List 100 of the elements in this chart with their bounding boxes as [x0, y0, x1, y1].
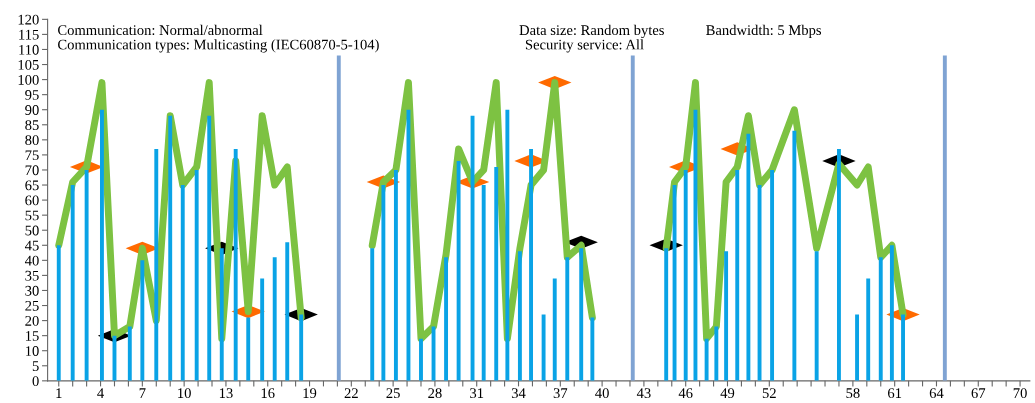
- x-tick-label: 52: [762, 388, 776, 399]
- y-tick-label: 0: [32, 376, 39, 387]
- bar: [866, 278, 871, 381]
- x-tick-label: 16: [261, 388, 275, 399]
- x-tick-label: 13: [219, 388, 233, 399]
- x-tick-label: 4: [97, 388, 104, 398]
- x-tick-label: 37: [553, 388, 568, 399]
- bar: [456, 160, 461, 381]
- y-tick-label: 10: [25, 346, 39, 356]
- x-tick-label: 64: [929, 388, 944, 399]
- y-tick-label: 95: [25, 90, 39, 100]
- x-tick-label: 43: [636, 388, 651, 399]
- bar: [381, 185, 386, 381]
- bar: [505, 109, 510, 381]
- bar: [565, 257, 570, 381]
- x-tick-label: 28: [428, 388, 442, 399]
- bar: [683, 169, 688, 381]
- bar: [154, 148, 159, 381]
- bar: [127, 326, 132, 381]
- y-tick-label: 100: [18, 74, 39, 85]
- y-tick-label: 75: [25, 150, 39, 161]
- bar: [481, 185, 486, 381]
- bar: [219, 248, 224, 381]
- bar: [370, 248, 375, 381]
- y-tick-label: 20: [25, 315, 39, 326]
- x-tick-label: 40: [595, 388, 609, 399]
- y-tick-label: 50: [25, 225, 39, 236]
- bar: [552, 278, 557, 381]
- x-tick-label: 70: [1013, 388, 1027, 399]
- x-tick-label: 19: [303, 388, 317, 399]
- bar: [770, 169, 775, 381]
- bar: [99, 109, 104, 381]
- bar: [517, 251, 522, 381]
- bar: [419, 338, 423, 381]
- bar: [336, 55, 341, 381]
- y-tick-label: 5: [32, 361, 39, 371]
- bar: [299, 314, 304, 381]
- bar: [855, 314, 860, 381]
- y-tick-label: 70: [25, 165, 39, 176]
- x-tick-label: 31: [470, 388, 484, 399]
- bar: [56, 245, 61, 381]
- x-tick-label: 22: [344, 388, 358, 398]
- x-tick-label: 61: [888, 388, 902, 399]
- x-tick-label: 1: [56, 388, 62, 398]
- bar: [814, 251, 819, 381]
- x-tick-label: 58: [846, 388, 860, 399]
- bar: [735, 169, 740, 381]
- y-tick-label: 15: [25, 331, 39, 341]
- y-tick-label: 90: [25, 105, 39, 115]
- y-tick-label: 85: [25, 120, 39, 130]
- annotation: Communication: Normal/abnormal: [58, 24, 263, 36]
- y-tick-label: 45: [24, 240, 39, 251]
- bar: [724, 251, 729, 381]
- bar: [140, 260, 145, 381]
- bar: [541, 314, 546, 381]
- bar: [272, 257, 277, 381]
- y-tick-label: 40: [24, 255, 39, 266]
- bar: [878, 257, 883, 381]
- bar: [180, 185, 185, 381]
- bar: [792, 130, 797, 381]
- x-tick-label: 67: [971, 388, 986, 399]
- y-tick-label: 55: [25, 210, 39, 221]
- y-tick-label: 65: [25, 180, 39, 191]
- bar: [590, 317, 595, 381]
- y-tick-label: 35: [25, 270, 39, 281]
- bar: [672, 185, 677, 381]
- bar: [84, 169, 89, 381]
- x-tick-label: 46: [678, 388, 693, 399]
- bar: [260, 278, 265, 381]
- bar: [889, 245, 894, 381]
- bar: [529, 148, 534, 381]
- bar: [444, 257, 449, 381]
- bar: [630, 55, 635, 381]
- annotation: Data size: Random bytes: [519, 24, 664, 39]
- bar: [246, 317, 251, 381]
- bar: [714, 326, 719, 381]
- bar: [664, 248, 669, 381]
- bar: [746, 133, 751, 381]
- bar: [901, 314, 905, 381]
- annotation: Communication types: Multicasting (IEC60870-5-104): [58, 39, 379, 53]
- bar: [579, 248, 584, 381]
- bar: [207, 115, 212, 381]
- bar: [494, 166, 499, 381]
- y-tick-label: 105: [18, 59, 39, 70]
- x-tick-label: 25: [386, 388, 400, 399]
- y-tick-label: 25: [25, 300, 39, 311]
- x-tick-label: 10: [178, 388, 191, 399]
- y-tick-label: 115: [19, 29, 39, 40]
- bar: [168, 115, 173, 381]
- annotation: Bandwidth: 5 Mbps: [706, 24, 822, 38]
- y-tick-label: 80: [25, 135, 39, 146]
- y-tick-label: 120: [18, 14, 39, 25]
- x-tick-label: 34: [511, 388, 526, 399]
- x-tick-label: 49: [720, 388, 735, 399]
- bar: [704, 338, 709, 381]
- bar: [393, 169, 398, 381]
- y-tick-label: 60: [25, 195, 39, 206]
- annotation: Security service: All: [525, 39, 644, 53]
- bar: [70, 185, 75, 381]
- bar: [942, 55, 947, 381]
